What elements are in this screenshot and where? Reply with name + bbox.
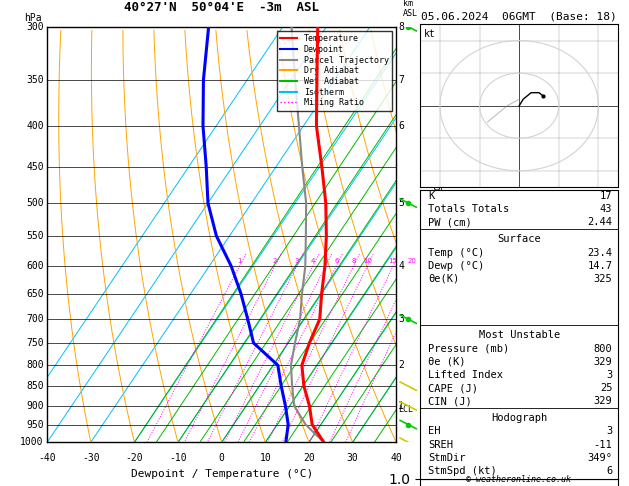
Text: 2: 2	[273, 258, 277, 264]
Text: CAPE (J): CAPE (J)	[428, 383, 478, 393]
Text: 329: 329	[594, 396, 613, 406]
Text: -10: -10	[169, 452, 187, 463]
Text: StmDir: StmDir	[428, 452, 465, 463]
Text: Mixing Ratio (g/kg): Mixing Ratio (g/kg)	[433, 179, 443, 290]
Text: 950: 950	[26, 419, 43, 430]
Text: 550: 550	[26, 231, 43, 241]
Text: Lifted Index: Lifted Index	[428, 370, 503, 380]
Text: km
ASL: km ASL	[403, 0, 418, 18]
Text: EH: EH	[428, 426, 440, 436]
Text: 5: 5	[323, 258, 328, 264]
Text: SREH: SREH	[428, 439, 453, 450]
Text: 750: 750	[26, 338, 43, 348]
Text: 25: 25	[600, 383, 613, 393]
Text: kt: kt	[424, 29, 436, 39]
Text: 400: 400	[26, 121, 43, 131]
Text: θe (K): θe (K)	[428, 357, 465, 367]
Text: 1: 1	[237, 258, 242, 264]
Text: hPa: hPa	[25, 13, 42, 22]
Text: Most Unstable: Most Unstable	[479, 330, 560, 340]
Text: 5: 5	[398, 198, 404, 208]
Text: 1: 1	[398, 401, 404, 411]
Text: 500: 500	[26, 198, 43, 208]
Text: StmSpd (kt): StmSpd (kt)	[428, 466, 497, 476]
Text: 10: 10	[260, 452, 271, 463]
Text: 10: 10	[363, 258, 372, 264]
Text: LCL: LCL	[398, 405, 413, 414]
Text: Temp (°C): Temp (°C)	[428, 248, 484, 258]
Text: 1000: 1000	[20, 437, 43, 447]
Text: 300: 300	[26, 22, 43, 32]
Text: 349°: 349°	[587, 452, 613, 463]
Text: 8: 8	[398, 22, 404, 32]
Text: 350: 350	[26, 75, 43, 85]
Text: 800: 800	[26, 360, 43, 370]
Text: 3: 3	[606, 426, 613, 436]
Text: 850: 850	[26, 381, 43, 391]
Text: Totals Totals: Totals Totals	[428, 204, 509, 214]
Text: 14.7: 14.7	[587, 261, 613, 271]
Text: 20: 20	[408, 258, 416, 264]
Text: © weatheronline.co.uk: © weatheronline.co.uk	[467, 474, 571, 484]
Text: 7: 7	[398, 75, 404, 85]
Text: CIN (J): CIN (J)	[428, 396, 472, 406]
Text: -11: -11	[594, 439, 613, 450]
Text: 329: 329	[594, 357, 613, 367]
Text: 40: 40	[391, 452, 402, 463]
Text: Hodograph: Hodograph	[491, 413, 547, 423]
Text: 650: 650	[26, 289, 43, 298]
Text: 3: 3	[294, 258, 299, 264]
Text: 450: 450	[26, 162, 43, 172]
Text: K: K	[428, 191, 435, 201]
Text: 6: 6	[606, 466, 613, 476]
Text: 8: 8	[352, 258, 356, 264]
Text: 6: 6	[398, 121, 404, 131]
Text: 43: 43	[600, 204, 613, 214]
Text: 2: 2	[398, 360, 404, 370]
Text: Surface: Surface	[498, 234, 541, 244]
Text: 40°27'N  50°04'E  -3m  ASL: 40°27'N 50°04'E -3m ASL	[124, 1, 320, 14]
Text: -30: -30	[82, 452, 99, 463]
Text: 15: 15	[389, 258, 398, 264]
Text: -40: -40	[38, 452, 56, 463]
Text: 30: 30	[347, 452, 359, 463]
Text: 05.06.2024  06GMT  (Base: 18): 05.06.2024 06GMT (Base: 18)	[421, 11, 617, 21]
Text: θe(K): θe(K)	[428, 274, 459, 284]
Text: 325: 325	[594, 274, 613, 284]
Text: 600: 600	[26, 261, 43, 271]
Text: 20: 20	[303, 452, 315, 463]
Text: 4: 4	[398, 261, 404, 271]
Text: 900: 900	[26, 401, 43, 411]
Text: Pressure (mb): Pressure (mb)	[428, 344, 509, 354]
Text: 17: 17	[600, 191, 613, 201]
Text: Dewp (°C): Dewp (°C)	[428, 261, 484, 271]
Text: 3: 3	[606, 370, 613, 380]
Text: 800: 800	[594, 344, 613, 354]
Legend: Temperature, Dewpoint, Parcel Trajectory, Dry Adiabat, Wet Adiabat, Isotherm, Mi: Temperature, Dewpoint, Parcel Trajectory…	[277, 31, 392, 110]
Text: Dewpoint / Temperature (°C): Dewpoint / Temperature (°C)	[131, 469, 313, 479]
Text: 23.4: 23.4	[587, 248, 613, 258]
Text: 4: 4	[311, 258, 315, 264]
Text: -20: -20	[126, 452, 143, 463]
Text: 2.44: 2.44	[587, 217, 613, 227]
Text: PW (cm): PW (cm)	[428, 217, 472, 227]
Text: 0: 0	[219, 452, 225, 463]
Text: 700: 700	[26, 314, 43, 324]
Text: 6: 6	[334, 258, 338, 264]
Text: 3: 3	[398, 314, 404, 324]
